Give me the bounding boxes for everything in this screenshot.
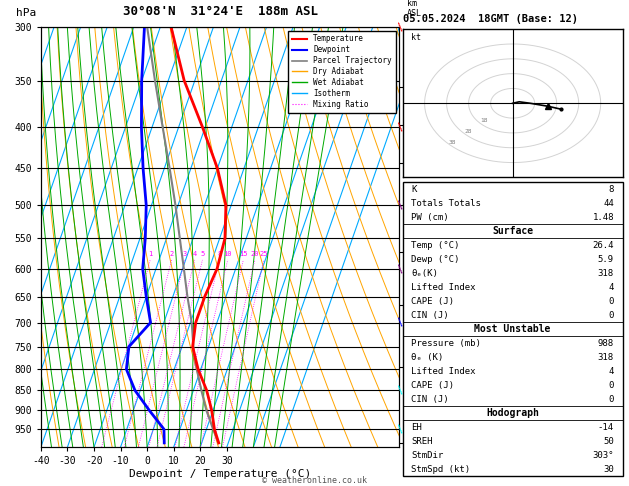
Text: θₑ(K): θₑ(K)	[411, 269, 438, 278]
Text: 4: 4	[608, 367, 614, 376]
Text: 8: 8	[217, 251, 221, 258]
Text: CIN (J): CIN (J)	[411, 311, 449, 320]
Text: 303°: 303°	[593, 451, 614, 460]
Text: -14: -14	[598, 423, 614, 432]
FancyBboxPatch shape	[403, 182, 623, 476]
Text: 318: 318	[598, 353, 614, 362]
Y-axis label: Mixing Ratio (g/kg): Mixing Ratio (g/kg)	[416, 190, 425, 284]
Text: 50: 50	[603, 437, 614, 446]
Text: 44: 44	[603, 199, 614, 208]
Text: 0: 0	[608, 311, 614, 320]
Text: 38: 38	[448, 140, 456, 145]
Text: Most Unstable: Most Unstable	[474, 324, 551, 334]
Text: Surface: Surface	[492, 226, 533, 236]
Text: 0: 0	[608, 395, 614, 404]
Text: Dewp (°C): Dewp (°C)	[411, 255, 460, 264]
Text: 26.4: 26.4	[593, 241, 614, 250]
Legend: Temperature, Dewpoint, Parcel Trajectory, Dry Adiabat, Wet Adiabat, Isotherm, Mi: Temperature, Dewpoint, Parcel Trajectory…	[288, 31, 396, 113]
Text: Hodograph: Hodograph	[486, 408, 539, 418]
Text: /: /	[395, 263, 406, 275]
Text: PW (cm): PW (cm)	[411, 213, 449, 222]
Text: 28: 28	[464, 129, 472, 134]
Text: /: /	[395, 424, 406, 435]
Text: /: /	[395, 385, 406, 396]
Text: 8: 8	[608, 185, 614, 194]
Text: LCL: LCL	[406, 347, 421, 356]
Text: Pressure (mb): Pressure (mb)	[411, 339, 481, 348]
Text: StmDir: StmDir	[411, 451, 443, 460]
Text: 5.9: 5.9	[598, 255, 614, 264]
Text: /: /	[395, 21, 406, 33]
Text: 05.05.2024  18GMT (Base: 12): 05.05.2024 18GMT (Base: 12)	[403, 14, 577, 24]
Text: 18: 18	[481, 119, 488, 123]
Text: © weatheronline.co.uk: © weatheronline.co.uk	[262, 476, 367, 485]
Text: 1: 1	[148, 251, 152, 258]
Text: 25: 25	[260, 251, 268, 258]
Text: CIN (J): CIN (J)	[411, 395, 449, 404]
Text: 0: 0	[608, 381, 614, 390]
Text: /: /	[395, 199, 406, 211]
Text: Lifted Index: Lifted Index	[411, 367, 476, 376]
Text: Temp (°C): Temp (°C)	[411, 241, 460, 250]
Text: kt: kt	[411, 33, 421, 41]
Text: 30°08'N  31°24'E  188m ASL: 30°08'N 31°24'E 188m ASL	[123, 5, 318, 18]
Text: K: K	[411, 185, 417, 194]
Text: 15: 15	[239, 251, 248, 258]
Text: 988: 988	[598, 339, 614, 348]
Text: 30: 30	[603, 465, 614, 474]
Text: EH: EH	[411, 423, 422, 432]
Text: 3: 3	[183, 251, 187, 258]
Text: /: /	[395, 122, 406, 133]
Text: 4: 4	[608, 283, 614, 292]
Text: 5: 5	[200, 251, 204, 258]
Text: 318: 318	[598, 269, 614, 278]
Text: hPa: hPa	[16, 8, 36, 18]
Text: θₑ (K): θₑ (K)	[411, 353, 443, 362]
Text: 20: 20	[250, 251, 259, 258]
Text: Totals Totals: Totals Totals	[411, 199, 481, 208]
Text: SREH: SREH	[411, 437, 433, 446]
Text: 10: 10	[223, 251, 232, 258]
Text: 4: 4	[192, 251, 197, 258]
Text: Lifted Index: Lifted Index	[411, 283, 476, 292]
Text: /: /	[395, 317, 406, 328]
X-axis label: Dewpoint / Temperature (°C): Dewpoint / Temperature (°C)	[129, 469, 311, 479]
Text: CAPE (J): CAPE (J)	[411, 381, 454, 390]
Text: 1.48: 1.48	[593, 213, 614, 222]
Text: km
ASL: km ASL	[406, 0, 421, 18]
Text: StmSpd (kt): StmSpd (kt)	[411, 465, 470, 474]
Text: 2: 2	[169, 251, 174, 258]
Text: 0: 0	[608, 297, 614, 306]
Text: CAPE (J): CAPE (J)	[411, 297, 454, 306]
